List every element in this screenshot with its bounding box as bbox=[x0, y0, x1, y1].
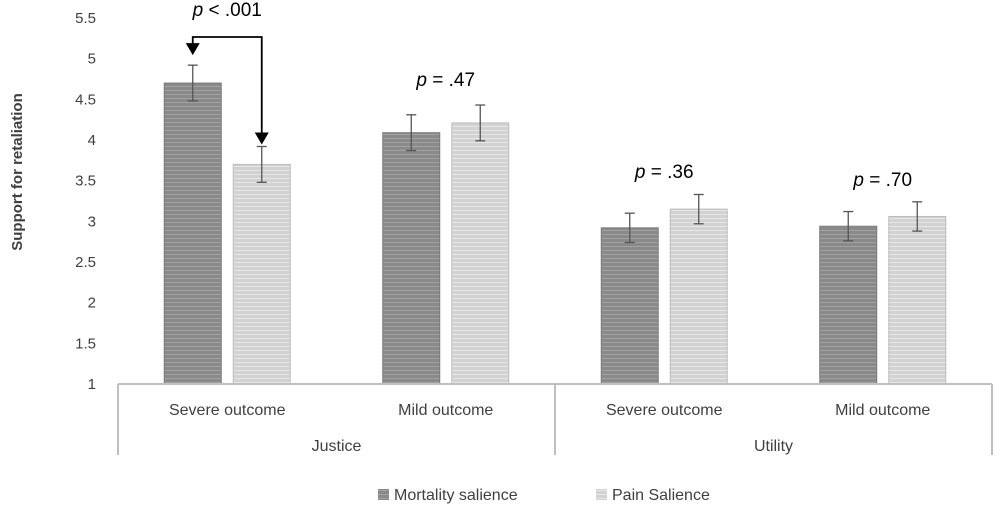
y-tick-label: 3.5 bbox=[75, 173, 96, 190]
y-axis-label: Support for retaliation bbox=[9, 93, 26, 251]
category-label: Mild outcome bbox=[835, 402, 930, 419]
bar-mortality-0 bbox=[163, 82, 222, 385]
error-bar bbox=[256, 145, 267, 183]
y-tick-label: 3 bbox=[88, 213, 96, 230]
group-label: Justice bbox=[312, 438, 362, 455]
y-tick-label: 4.5 bbox=[75, 91, 96, 108]
category-label: Mild outcome bbox=[398, 402, 493, 419]
error-bar bbox=[187, 64, 198, 102]
y-tick-label: 5 bbox=[88, 51, 96, 68]
legend-swatch-mortality bbox=[378, 489, 389, 500]
legend: Mortality salience Pain Salience bbox=[378, 487, 710, 504]
bar-pain-0 bbox=[232, 163, 291, 385]
y-tick-label: 4 bbox=[88, 132, 96, 149]
legend-label-mortality: Mortality salience bbox=[394, 487, 518, 504]
bar-mortality-2 bbox=[600, 227, 659, 385]
p-value-annotation: p = .47 bbox=[415, 70, 475, 91]
error-bar bbox=[406, 114, 417, 152]
category-label: Severe outcome bbox=[169, 402, 286, 419]
p-value-annotation: p = .70 bbox=[852, 170, 912, 191]
p-value-annotation: p = .36 bbox=[634, 162, 694, 183]
group-label: Utility bbox=[754, 438, 793, 455]
y-tick-label: 1 bbox=[88, 376, 96, 393]
y-tick-label: 1.5 bbox=[75, 335, 96, 352]
error-bar bbox=[624, 212, 635, 244]
error-bar bbox=[912, 201, 923, 232]
legend-label-pain: Pain Salience bbox=[612, 487, 710, 504]
error-bar bbox=[475, 104, 486, 142]
y-tick-label: 5.5 bbox=[75, 10, 96, 27]
y-tick-label: 2 bbox=[88, 295, 96, 312]
arrowhead-left bbox=[185, 43, 200, 56]
error-bar bbox=[693, 193, 704, 225]
p-value-annotation: p < .001 bbox=[192, 0, 262, 21]
bar-pain-2 bbox=[669, 208, 728, 385]
bar-mortality-1 bbox=[382, 132, 441, 385]
bar-mortality-3 bbox=[819, 225, 878, 385]
bar-pain-1 bbox=[451, 122, 510, 385]
y-tick-label: 2.5 bbox=[75, 254, 96, 271]
legend-swatch-pain bbox=[596, 489, 607, 500]
arrowhead-right bbox=[254, 132, 269, 145]
error-bar bbox=[843, 210, 854, 242]
bar-pain-3 bbox=[888, 215, 947, 385]
category-label: Severe outcome bbox=[606, 402, 723, 419]
